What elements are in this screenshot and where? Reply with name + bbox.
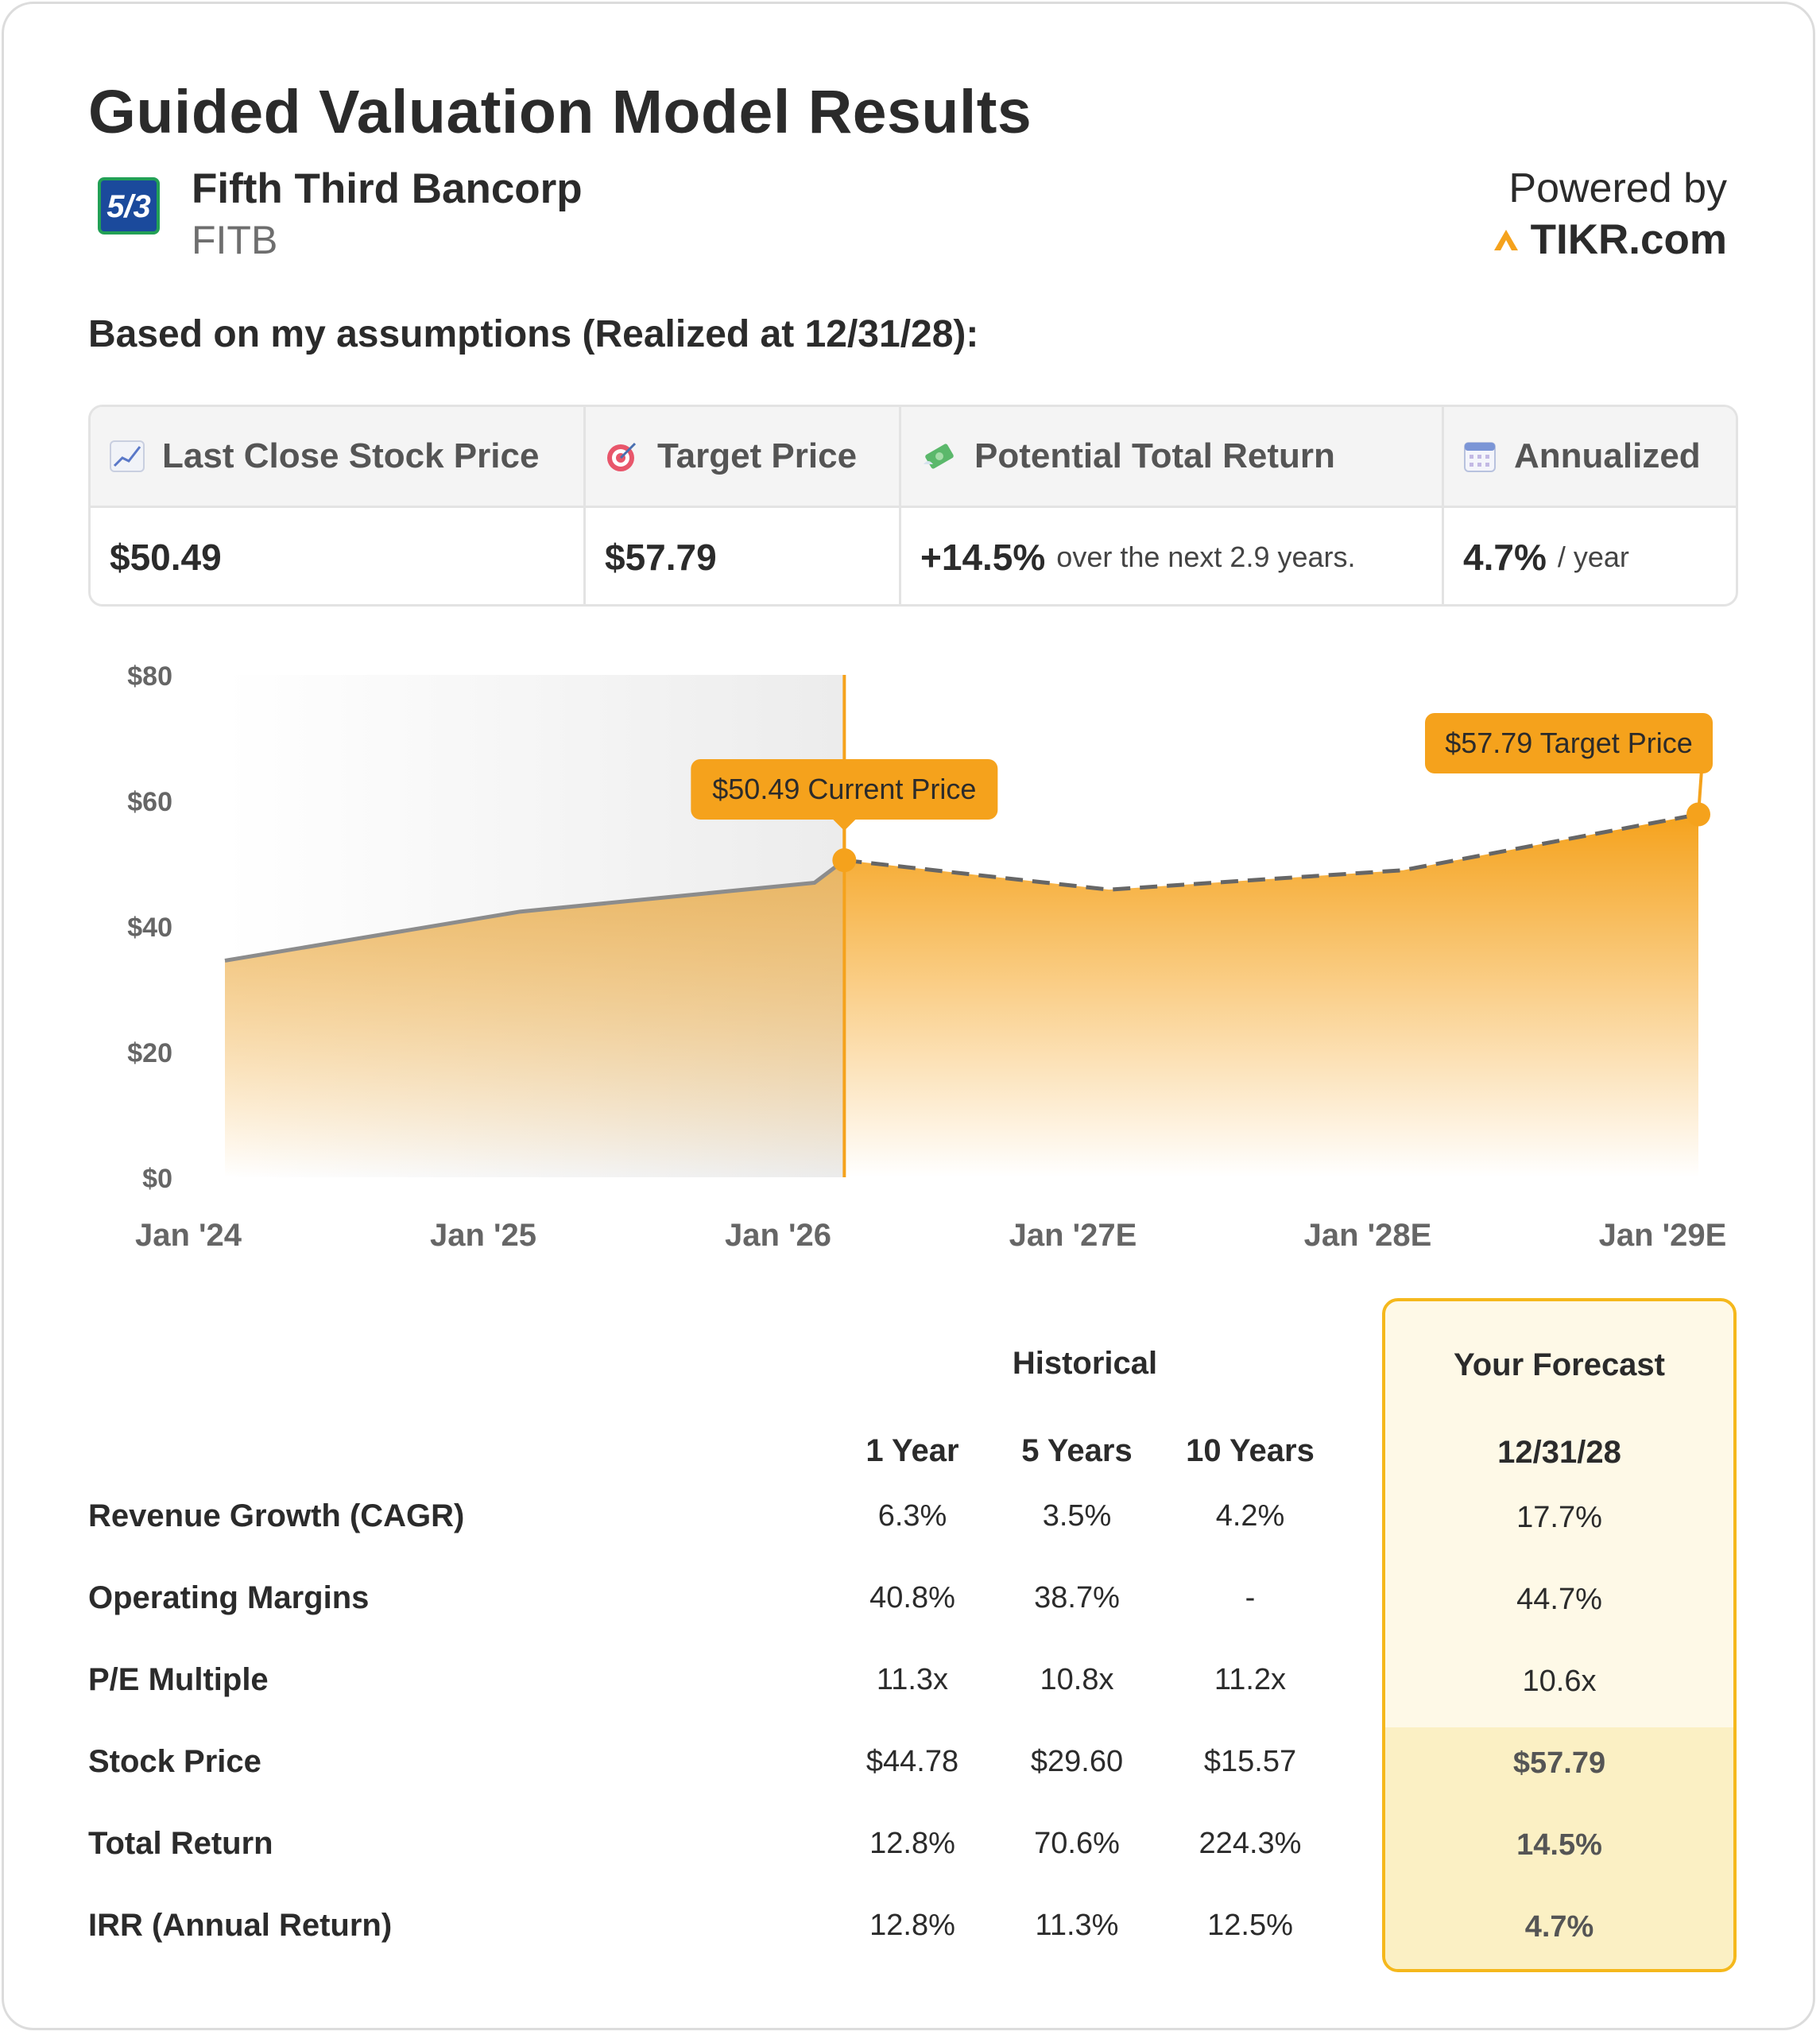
ticker-symbol: FITB	[192, 218, 278, 262]
annualized-value: 4.7%	[1463, 537, 1547, 578]
forecast-cell: 44.7%	[1516, 1583, 1602, 1616]
assumptions-heading: Based on my assumptions (Realized at 12/…	[88, 313, 979, 355]
forecast-area	[844, 814, 1698, 1177]
tikr-logo-icon	[1493, 229, 1518, 250]
historical-cell: 10.8x	[1040, 1663, 1114, 1696]
forecast-cell: 17.7%	[1516, 1501, 1602, 1534]
historical-area	[225, 860, 845, 1177]
header-annualized: Annualized	[1444, 407, 1736, 506]
row-label: IRR (Annual Return)	[88, 1908, 393, 1943]
forecast-cell: 10.6x	[1522, 1665, 1597, 1698]
summary-header-row: Last Close Stock Price Target Price	[91, 407, 1736, 508]
last-close-value: $50.49	[110, 537, 222, 578]
current-price-callout	[691, 759, 998, 820]
forecast-cell: 14.5%	[1516, 1828, 1602, 1862]
x-tick-label: Jan '28E	[1304, 1218, 1432, 1253]
calendar-icon	[1464, 442, 1496, 472]
y-tick-label: $80	[127, 661, 172, 692]
historical-cell: $15.57	[1203, 1745, 1297, 1778]
historical-cell: 6.3%	[877, 1499, 947, 1533]
row-label: P/E Multiple	[88, 1662, 269, 1697]
row-label: Operating Margins	[88, 1580, 370, 1615]
target-price-callout	[1425, 713, 1713, 773]
svg-text:5/3: 5/3	[106, 189, 151, 224]
brand-name: TIKR.com	[1530, 216, 1727, 263]
forecast-line	[844, 812, 1699, 892]
summary-value-row: $50.49 $57.79 +14.5% over the next 2.9 y…	[91, 508, 1736, 604]
x-tick-label: Jan '27E	[1009, 1218, 1137, 1253]
chart-increasing-icon	[110, 440, 145, 472]
total-return-note: over the next 2.9 years.	[1056, 541, 1356, 573]
header-target-price: Target Price	[586, 407, 899, 506]
historical-cell: 11.2x	[1214, 1663, 1287, 1696]
historical-cell: $44.78	[865, 1745, 959, 1778]
row-label: Stock Price	[88, 1744, 261, 1779]
summary-table: Last Close Stock Price Target Price	[88, 405, 1738, 607]
price-chart: $80 $60 $40 $20 $0 Jan '24 Jan '25 Jan '26 Jan '…	[127, 661, 1727, 1253]
historical-cell: 11.3x	[876, 1663, 949, 1696]
brand-link[interactable]: TIKR.com	[1493, 215, 1727, 264]
y-tick-label: $40	[127, 913, 172, 943]
historical-cell: 3.5%	[1042, 1499, 1112, 1533]
row-label: Revenue Growth (CAGR)	[88, 1498, 465, 1533]
y-tick-label: $0	[142, 1164, 172, 1194]
total-return-value: +14.5%	[920, 537, 1046, 578]
y-tick-label: $20	[127, 1038, 172, 1068]
forecast-panel	[1382, 1298, 1737, 1972]
period-1-year: 1 Year	[865, 1433, 959, 1468]
annualized-unit: / year	[1557, 541, 1629, 573]
target-price-value: $57.79	[605, 537, 717, 578]
forecast-cell: $57.79	[1512, 1746, 1606, 1780]
historical-cell: 40.8%	[869, 1581, 955, 1614]
x-tick-label: Jan '24	[135, 1218, 242, 1253]
historical-cell: 224.3%	[1198, 1827, 1302, 1860]
powered-by-label: Powered by	[1508, 165, 1727, 211]
header-total-return: Potential Total Return	[901, 407, 1442, 506]
company-logo: 5/3	[98, 177, 160, 235]
historical-header: Historical	[1012, 1346, 1158, 1381]
forecast-header: Your Forecast	[1454, 1347, 1665, 1382]
period-5-years: 5 Years	[1021, 1433, 1133, 1468]
x-tick-label: Jan '29E	[1599, 1218, 1727, 1253]
current-price-marker	[832, 848, 857, 873]
company-name: Fifth Third Bancorp	[192, 165, 583, 212]
y-tick-label: $60	[127, 787, 172, 817]
current-price-label: $50.49 Current Price	[712, 773, 976, 805]
historical-cell: 38.7%	[1034, 1581, 1120, 1614]
page-title: Guided Valuation Model Results	[88, 78, 1032, 146]
historical-cell: 4.2%	[1215, 1499, 1285, 1533]
forecast-cell: 4.7%	[1524, 1910, 1594, 1944]
historical-cell: 11.3%	[1035, 1909, 1119, 1942]
period-10-years: 10 Years	[1186, 1433, 1315, 1468]
historical-cell: 12.8%	[869, 1909, 955, 1942]
historical-line	[224, 859, 846, 963]
historical-cell: 70.6%	[1034, 1827, 1120, 1860]
historical-cell: -	[1245, 1581, 1256, 1614]
target-price-label: $57.79 Target Price	[1445, 727, 1693, 759]
row-label: Total Return	[88, 1826, 273, 1861]
historical-cell: 12.5%	[1207, 1909, 1293, 1942]
x-tick-label: Jan '26	[725, 1218, 831, 1253]
forecast-date: 12/31/28	[1497, 1435, 1621, 1470]
historical-cell: 12.8%	[869, 1827, 955, 1860]
money-with-wings-icon	[924, 444, 954, 469]
historical-cell: $29.60	[1030, 1745, 1124, 1778]
target-icon	[607, 442, 637, 471]
header-last-close: Last Close Stock Price	[91, 407, 583, 506]
x-tick-label: Jan '25	[430, 1218, 536, 1253]
target-price-leader	[1697, 769, 1703, 815]
